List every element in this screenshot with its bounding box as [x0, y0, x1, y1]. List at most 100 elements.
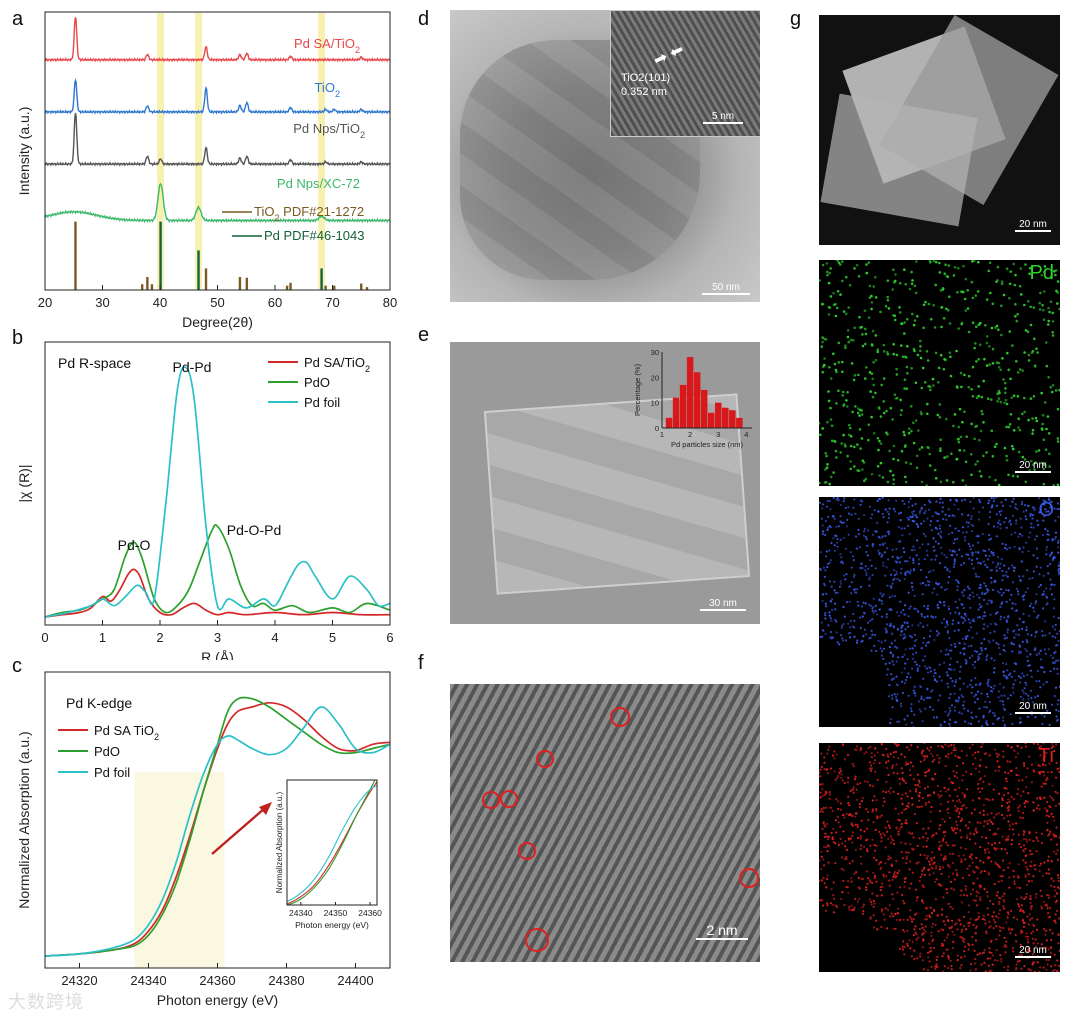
- signal-dot: [1058, 388, 1060, 392]
- signal-dot: [977, 323, 980, 327]
- signal-dot: [986, 695, 989, 698]
- signal-dot: [859, 626, 862, 630]
- signal-dot: [831, 754, 835, 757]
- signal-dot: [977, 655, 980, 658]
- signal-dot: [901, 893, 904, 897]
- signal-dot: [961, 792, 964, 795]
- signal-dot: [957, 266, 960, 270]
- signal-dot: [970, 773, 973, 776]
- signal-dot: [895, 763, 898, 766]
- signal-dot: [834, 449, 838, 453]
- signal-dot: [1027, 698, 1030, 701]
- signal-dot: [1022, 838, 1025, 841]
- signal-dot: [928, 873, 931, 876]
- signal-dot: [1004, 848, 1007, 851]
- signal-dot: [899, 540, 902, 543]
- signal-dot: [953, 721, 956, 724]
- signal-dot: [878, 536, 881, 539]
- signal-dot: [1029, 908, 1033, 911]
- signal-dot: [841, 370, 844, 374]
- signal-dot: [996, 847, 999, 850]
- signal-dot: [868, 761, 871, 764]
- signal-dot: [917, 861, 920, 864]
- signal-dot: [829, 377, 833, 380]
- signal-dot: [923, 759, 926, 762]
- signal-dot: [1017, 633, 1020, 636]
- signal-dot: [878, 608, 881, 611]
- signal-dot: [853, 872, 856, 875]
- signal-dot: [996, 755, 999, 758]
- signal-dot: [1057, 616, 1060, 620]
- signal-dot: [1008, 546, 1011, 549]
- signal-dot: [992, 927, 995, 930]
- signal-dot: [1028, 266, 1032, 270]
- signal-dot: [915, 260, 918, 263]
- signal-dot: [986, 890, 989, 894]
- signal-dot: [1047, 834, 1050, 837]
- signal-dot: [999, 615, 1003, 618]
- x-axis-label: Photon energy (eV): [157, 992, 278, 1008]
- signal-dot: [878, 497, 882, 501]
- signal-dot: [909, 789, 912, 792]
- signal-dot: [984, 752, 988, 755]
- signal-dot: [979, 429, 983, 433]
- signal-dot: [922, 677, 925, 680]
- signal-dot: [1045, 510, 1048, 513]
- signal-dot: [824, 612, 827, 615]
- plot-frame: [44, 11, 391, 291]
- signal-dot: [1006, 351, 1009, 355]
- signal-dot: [920, 647, 923, 650]
- signal-dot: [889, 406, 893, 410]
- signal-dot: [824, 836, 827, 839]
- signal-dot: [886, 295, 889, 299]
- signal-dot: [1019, 794, 1022, 797]
- signal-dot: [897, 792, 900, 795]
- exafs-series-line: [44, 366, 391, 618]
- signal-dot: [1001, 895, 1004, 898]
- signal-dot: [829, 767, 833, 770]
- signal-dot: [953, 515, 956, 518]
- signal-dot: [922, 968, 925, 971]
- signal-dot: [954, 550, 957, 553]
- signal-dot: [1018, 804, 1021, 807]
- signal-dot: [924, 771, 927, 774]
- signal-dot: [895, 695, 898, 699]
- signal-dot: [985, 364, 989, 367]
- signal-dot: [876, 894, 879, 897]
- signal-dot: [939, 289, 943, 292]
- signal-dot: [936, 955, 939, 958]
- signal-dot: [990, 860, 993, 863]
- signal-dot: [826, 752, 829, 755]
- signal-dot: [1017, 903, 1020, 906]
- signal-dot: [854, 535, 858, 538]
- signal-dot: [847, 776, 850, 779]
- signal-dot: [899, 398, 902, 402]
- signal-dot: [996, 525, 999, 528]
- signal-dot: [1041, 946, 1044, 949]
- signal-dot: [858, 803, 861, 806]
- signal-dot: [1034, 696, 1037, 699]
- signal-dot: [1058, 767, 1060, 770]
- y-axis-label: Percentage (%): [633, 363, 642, 416]
- signal-dot: [970, 388, 973, 391]
- signal-dot: [839, 553, 842, 556]
- signal-dot: [917, 610, 920, 613]
- signal-dot: [863, 309, 867, 312]
- signal-dot: [878, 553, 881, 556]
- signal-dot: [884, 639, 887, 642]
- signal-dot: [984, 584, 987, 588]
- signal-dot: [988, 533, 991, 537]
- signal-dot: [823, 584, 827, 587]
- signal-dot: [873, 509, 876, 512]
- signal-dot: [1029, 894, 1032, 898]
- signal-dot: [903, 577, 906, 581]
- signal-dot: [1009, 769, 1012, 772]
- signal-dot: [905, 356, 908, 359]
- signal-dot: [880, 894, 883, 897]
- signal-dot: [847, 306, 850, 309]
- signal-dot: [819, 810, 822, 813]
- signal-dot: [1028, 864, 1032, 867]
- signal-dot: [896, 693, 899, 696]
- signal-dot: [824, 569, 827, 572]
- signal-dot: [915, 454, 919, 458]
